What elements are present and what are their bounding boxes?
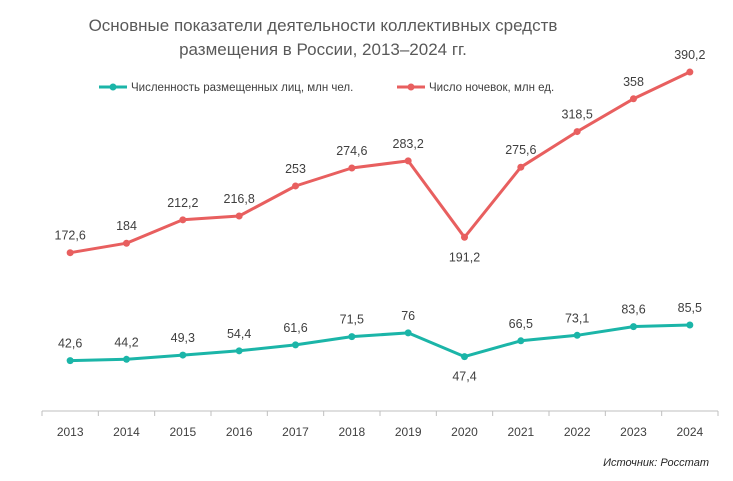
data-label: 76 (401, 309, 415, 323)
data-label: 71,5 (340, 313, 364, 327)
x-tick-label: 2018 (338, 425, 365, 439)
series-2: 172,6 184 212,2 216,8 253 274,6 283,2 191,2 275,… (55, 48, 706, 264)
data-point (461, 353, 468, 361)
data-point (517, 163, 525, 171)
data-point (179, 216, 187, 224)
x-tick-label: 2024 (676, 425, 703, 439)
x-tick-label: 2013 (57, 425, 84, 439)
data-label: 66,5 (509, 317, 533, 331)
data-label: 42,6 (58, 337, 82, 351)
source-note: Источник: Росстат (603, 457, 709, 469)
data-point (292, 182, 299, 190)
data-label: 85,5 (678, 301, 702, 315)
data-label: 275,6 (505, 143, 536, 157)
x-tick-label: 2023 (620, 425, 647, 439)
data-point (179, 351, 187, 359)
data-label: 216,8 (224, 192, 255, 206)
x-tick-label: 2019 (395, 425, 422, 439)
data-point (235, 347, 243, 355)
data-label: 358 (623, 75, 644, 89)
x-tick-label: 2016 (226, 425, 253, 439)
data-label: 44,2 (114, 335, 138, 349)
data-point (573, 128, 581, 136)
data-label: 212,2 (167, 196, 198, 210)
x-tick-label: 2017 (282, 425, 309, 439)
data-point (66, 357, 74, 365)
data-point (517, 337, 525, 345)
data-label: 184 (116, 219, 137, 233)
data-label: 61,6 (283, 321, 307, 335)
data-point (686, 68, 694, 76)
data-point (66, 249, 74, 257)
x-tick-label: 2020 (451, 425, 478, 439)
data-label: 390,2 (674, 48, 705, 62)
legend-item-series-1: Численность размещенных лиц, млн чел. (99, 82, 353, 94)
data-label: 73,1 (565, 311, 589, 325)
data-point (235, 212, 243, 220)
data-label: 172,6 (55, 229, 86, 243)
chart-title: Основные показатели деятельности коллект… (89, 16, 558, 59)
data-point (573, 331, 581, 339)
series-1: 42,6 44,2 49,3 54,4 61,6 71,5 76 47,4 66,5 73,1 83… (58, 301, 702, 384)
legend-item-series-2: Число ночевок, млн ед. (397, 82, 554, 94)
x-tick-label: 2014 (113, 425, 140, 439)
data-point (123, 239, 130, 247)
data-label: 283,2 (393, 137, 424, 151)
legend-marker-series-2 (407, 83, 415, 91)
series-line-2 (68, 70, 692, 255)
x-axis-ticks: 2013 2014 2015 2016 2017 2018 2019 2020 2021 2022… (41, 411, 719, 439)
x-tick-label: 2015 (169, 425, 196, 439)
data-label: 54,4 (227, 327, 251, 341)
data-point (123, 355, 130, 363)
data-label: 47,4 (452, 370, 476, 384)
data-point (630, 95, 637, 103)
data-label: 191,2 (449, 250, 480, 264)
data-label: 83,6 (621, 303, 645, 317)
legend-marker-series-1 (109, 83, 117, 91)
data-point (404, 329, 412, 337)
data-point (292, 341, 299, 349)
chart-title-line-1: Основные показатели деятельности коллект… (89, 16, 558, 35)
data-point (404, 157, 412, 165)
chart-title-line-2: размещения в России, 2013–2024 гг. (179, 40, 467, 59)
plot-area: 42,6 44,2 49,3 54,4 61,6 71,5 76 47,4 66,5 73,1 83… (55, 48, 706, 384)
data-point (348, 333, 356, 341)
data-label: 49,3 (171, 331, 195, 345)
data-point (686, 321, 694, 329)
legend-label-series-1: Численность размещенных лиц, млн чел. (131, 82, 353, 94)
x-tick-label: 2021 (507, 425, 534, 439)
chart-legend: Численность размещенных лиц, млн чел. Чи… (99, 82, 554, 94)
data-point (630, 323, 637, 331)
data-label: 253 (285, 162, 306, 176)
data-point (461, 233, 468, 241)
series-line-1 (68, 323, 692, 363)
data-label: 318,5 (562, 108, 593, 122)
legend-label-series-2: Число ночевок, млн ед. (429, 82, 554, 94)
data-label: 274,6 (336, 144, 367, 158)
x-tick-label: 2022 (564, 425, 591, 439)
data-point (348, 164, 356, 172)
